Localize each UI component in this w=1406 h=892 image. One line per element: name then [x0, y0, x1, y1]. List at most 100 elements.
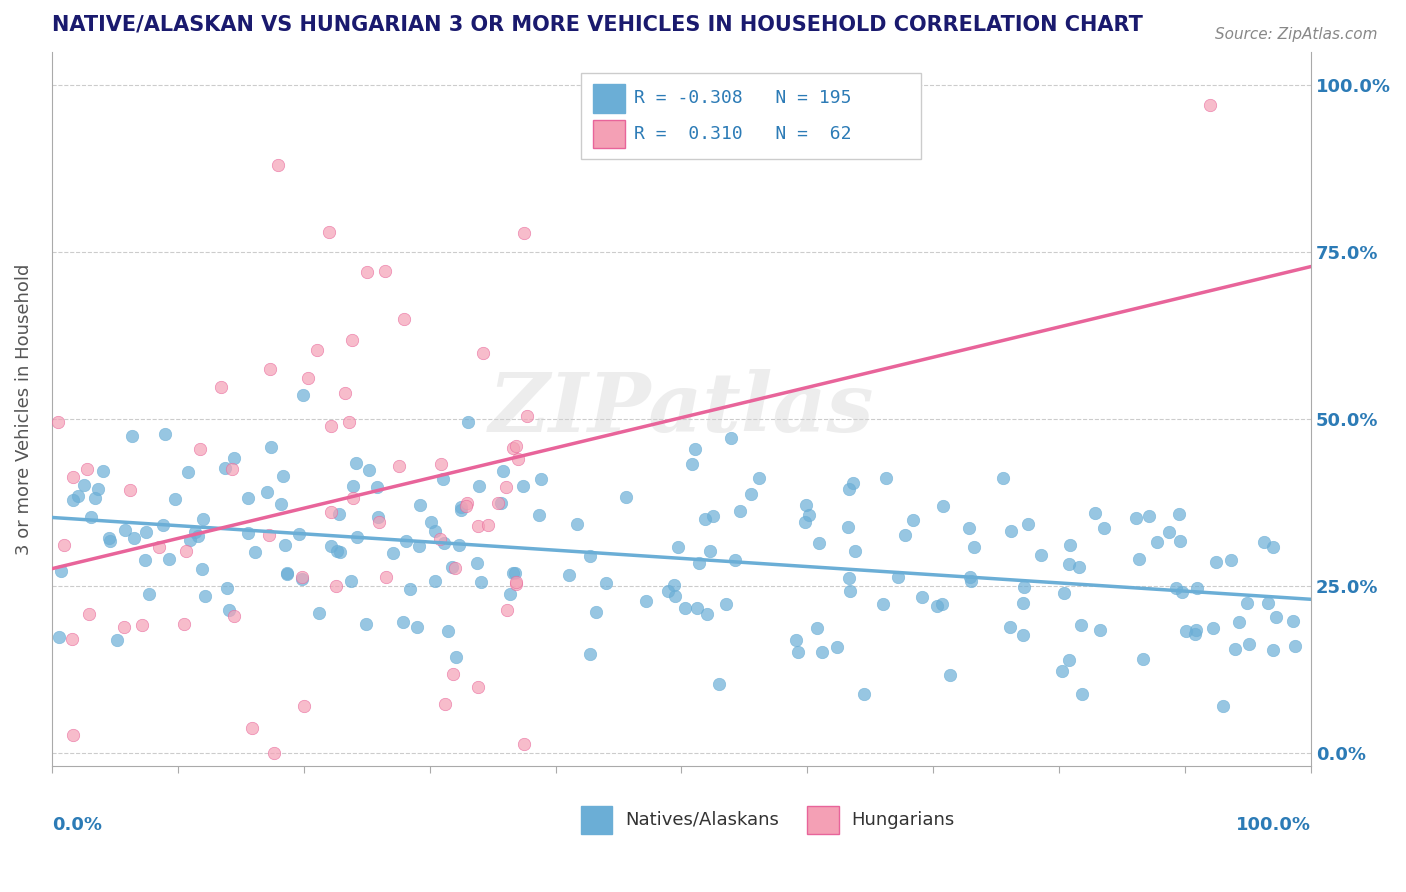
- Point: [1014, 580, 1036, 594]
- Point: [1223, 641, 1246, 656]
- Point: [292, 698, 315, 713]
- Point: [118, 483, 141, 497]
- Point: [73, 477, 96, 491]
- Point: [273, 538, 295, 552]
- Point: [838, 482, 860, 496]
- Point: [903, 513, 925, 527]
- Point: [702, 508, 724, 523]
- Point: [506, 452, 529, 467]
- Text: Hungarians: Hungarians: [852, 811, 955, 829]
- Point: [391, 615, 413, 630]
- Point: [467, 680, 489, 694]
- Point: [321, 505, 343, 519]
- Point: [939, 667, 962, 681]
- Point: [297, 370, 319, 384]
- Point: [292, 387, 315, 401]
- Point: [87, 482, 110, 496]
- Point: [579, 647, 602, 661]
- Point: [259, 528, 281, 542]
- Point: [1184, 627, 1206, 641]
- Point: [1237, 637, 1260, 651]
- Point: [318, 225, 340, 239]
- Bar: [593, 84, 624, 112]
- Point: [1261, 541, 1284, 555]
- Point: [433, 535, 456, 549]
- Point: [325, 578, 347, 592]
- Point: [157, 552, 180, 566]
- Point: [467, 519, 489, 533]
- Point: [423, 524, 446, 539]
- Point: [927, 599, 949, 614]
- Point: [354, 616, 377, 631]
- Point: [134, 553, 156, 567]
- Point: [276, 566, 298, 580]
- Point: [408, 539, 430, 553]
- Point: [748, 470, 770, 484]
- Point: [91, 464, 114, 478]
- Point: [163, 491, 186, 506]
- Point: [1257, 596, 1279, 610]
- Point: [516, 409, 538, 423]
- Point: [962, 540, 984, 554]
- Text: 0.0%: 0.0%: [52, 816, 101, 834]
- Point: [62, 470, 84, 484]
- Point: [114, 523, 136, 537]
- Point: [443, 560, 465, 574]
- Point: [48, 631, 70, 645]
- Point: [472, 346, 495, 360]
- Point: [240, 721, 263, 735]
- Point: [793, 516, 815, 530]
- Point: [305, 343, 328, 358]
- Point: [1128, 552, 1150, 566]
- Point: [688, 556, 710, 570]
- Point: [238, 491, 260, 506]
- Point: [1067, 559, 1090, 574]
- Point: [673, 600, 696, 615]
- Point: [450, 503, 472, 517]
- Point: [434, 697, 457, 711]
- Point: [959, 570, 981, 584]
- Point: [340, 574, 363, 588]
- Text: R = -0.308   N = 195: R = -0.308 N = 195: [634, 89, 851, 107]
- Point: [1284, 639, 1306, 653]
- Point: [1132, 651, 1154, 665]
- Point: [394, 312, 416, 326]
- Point: [724, 553, 747, 567]
- Point: [97, 531, 120, 545]
- Point: [217, 582, 239, 596]
- Point: [1057, 557, 1080, 571]
- Point: [328, 507, 350, 521]
- Point: [527, 508, 550, 522]
- Text: Source: ZipAtlas.com: Source: ZipAtlas.com: [1215, 27, 1378, 42]
- Point: [84, 491, 107, 506]
- Point: [319, 418, 342, 433]
- Point: [62, 727, 84, 741]
- Point: [707, 677, 730, 691]
- Point: [838, 571, 860, 585]
- Point: [1070, 617, 1092, 632]
- Point: [98, 534, 121, 549]
- Point: [489, 496, 512, 510]
- Point: [405, 620, 427, 634]
- Point: [957, 521, 980, 535]
- Point: [808, 536, 831, 550]
- Point: [335, 386, 357, 401]
- Point: [429, 533, 451, 547]
- Point: [931, 597, 953, 611]
- Point: [259, 362, 281, 376]
- Point: [329, 544, 352, 558]
- Point: [838, 583, 860, 598]
- Point: [321, 539, 343, 553]
- Bar: [581, 805, 612, 834]
- Point: [894, 528, 917, 542]
- Point: [499, 587, 522, 601]
- Point: [695, 511, 717, 525]
- Point: [209, 380, 232, 394]
- Point: [1012, 627, 1035, 641]
- Point: [696, 607, 718, 622]
- Point: [502, 441, 524, 455]
- Point: [1000, 524, 1022, 539]
- Point: [256, 484, 278, 499]
- Point: [191, 512, 214, 526]
- Point: [1071, 687, 1094, 701]
